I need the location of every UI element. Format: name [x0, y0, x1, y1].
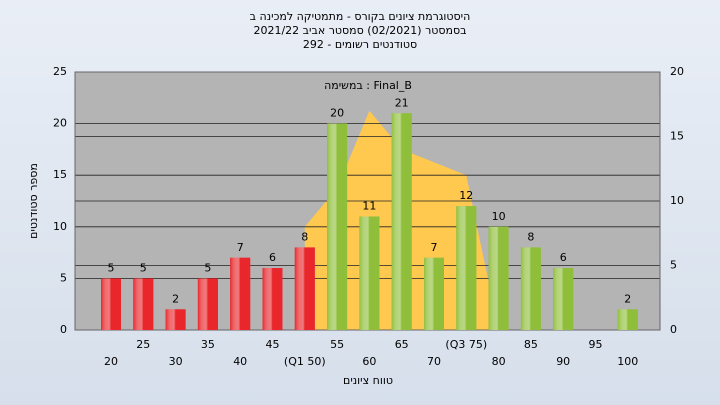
value-label: 21	[395, 96, 409, 109]
bar	[488, 226, 509, 330]
bar	[294, 247, 315, 330]
x-tick-label: 30	[169, 355, 183, 368]
bar	[391, 113, 412, 330]
chart-subtitle: סטודנטים רשומים - 292	[303, 38, 417, 51]
bar	[230, 257, 251, 330]
value-label: 10	[492, 210, 506, 223]
bar	[101, 278, 121, 330]
chart-subtitle: בסמסטר (02/2021) סמסטר אביב 2021/22	[253, 24, 466, 37]
x-tick-label: 65	[395, 338, 409, 351]
x-axis-label: טווח ציונים	[343, 374, 393, 387]
chart-title: היסטוגרמת ציונים בקורס - מתמטיקה למכינה …	[250, 10, 471, 23]
x-tick-label: 45	[266, 338, 280, 351]
x-tick-label: 95	[589, 338, 603, 351]
value-label: 8	[301, 230, 308, 243]
y-tick-label: 15	[53, 168, 67, 181]
value-label: 20	[330, 107, 344, 120]
x-tick-label: 25	[136, 338, 150, 351]
y2-tick-label: 10	[670, 194, 684, 207]
value-label: 2	[624, 292, 631, 305]
value-label: 6	[269, 251, 276, 264]
x-tick-label: 60	[362, 355, 376, 368]
value-label: 12	[459, 189, 473, 202]
y-tick-label: 5	[60, 271, 67, 284]
y-tick-label: 10	[53, 220, 67, 233]
value-label: 7	[431, 241, 438, 254]
value-label: 6	[560, 251, 567, 264]
bar	[617, 309, 638, 330]
x-tick-label: 40	[233, 355, 247, 368]
annotation: Final_B : במשימה	[324, 79, 412, 92]
value-label: 2	[172, 292, 179, 305]
y-tick-label: 25	[53, 65, 67, 78]
value-label: 8	[527, 230, 534, 243]
y-axis-label: מספר סטודנטים	[27, 163, 40, 239]
bar	[262, 268, 283, 330]
y2-tick-label: 0	[670, 323, 677, 336]
y2-tick-label: 20	[670, 65, 684, 78]
bar	[359, 216, 380, 330]
y-tick-label: 20	[53, 117, 67, 130]
value-label: 5	[140, 261, 147, 274]
value-label: 5	[108, 261, 115, 274]
bar	[456, 206, 477, 330]
x-tick-label: 20	[104, 355, 118, 368]
bar	[520, 247, 541, 330]
x-tick-label: 35	[201, 338, 215, 351]
y2-tick-label: 15	[670, 130, 684, 143]
bar	[133, 278, 154, 330]
bar	[327, 123, 348, 330]
x-tick-label: 70	[427, 355, 441, 368]
y2-tick-label: 5	[670, 259, 677, 272]
x-tick-label: 55	[330, 338, 344, 351]
x-tick-label: 90	[556, 355, 570, 368]
x-tick-label: (Q3 75)	[445, 338, 487, 351]
x-tick-label: (Q1 50)	[284, 355, 326, 368]
x-tick-label: 100	[617, 355, 638, 368]
value-label: 5	[204, 261, 211, 274]
bar	[165, 309, 186, 330]
bar	[197, 278, 218, 330]
bar	[424, 257, 444, 330]
x-tick-label: 85	[524, 338, 538, 351]
bar	[553, 268, 574, 330]
y-tick-label: 0	[60, 323, 67, 336]
x-tick-label: 80	[492, 355, 506, 368]
value-label: 11	[362, 199, 376, 212]
value-label: 7	[237, 241, 244, 254]
